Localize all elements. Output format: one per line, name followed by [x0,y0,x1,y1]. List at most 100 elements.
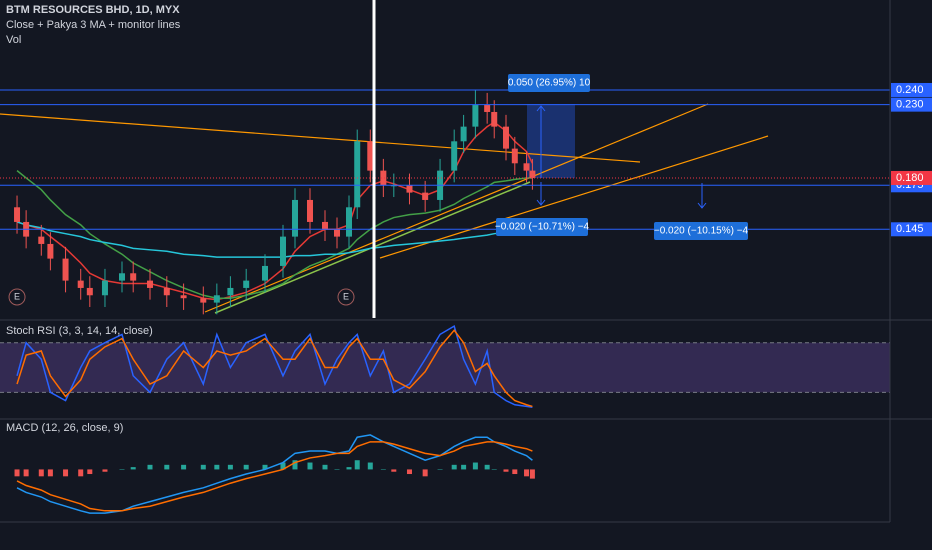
candle-body [213,295,220,303]
histogram-bar [367,462,373,470]
chart-title: BTM RESOURCES BHD, 1D, MYX [6,4,180,16]
histogram-bar [63,469,69,477]
candle-body [334,229,340,237]
candle-body [262,265,268,281]
candle-body [101,280,108,296]
candle-body [163,287,170,296]
candle-body [243,280,250,288]
candle-body [346,207,352,237]
histogram-bar [130,467,136,470]
candle-body [406,185,413,193]
histogram-bar [391,469,397,472]
candle-body [77,280,84,288]
line-series [16,221,533,258]
candle-body [292,199,298,237]
histogram-bar [406,469,412,475]
measure-arrow [536,182,546,206]
histogram-bar [307,462,313,470]
indicator-label: Stoch RSI (3, 3, 14, 14, close) [6,325,153,337]
histogram-bar [200,464,206,470]
candle-body [472,104,479,127]
histogram-bar [322,464,328,470]
candle-body [491,111,498,127]
histogram-bar [243,464,249,470]
histogram-bar [147,464,153,470]
histogram-bar [524,469,530,477]
candle-body [280,236,286,266]
histogram-bar [491,469,497,470]
indicator-label: Vol [6,34,21,46]
event-label: E [343,291,349,301]
event-marker [337,288,355,306]
price-label-box [891,97,932,112]
candle-body [529,170,536,178]
histogram-bar [346,467,352,470]
histogram-bar [461,464,467,470]
histogram-bar [422,469,428,477]
histogram-bar [484,464,490,470]
candle-body [511,148,518,164]
histogram-bar [451,464,457,470]
candle-body [503,126,509,149]
annotation-box [496,218,588,236]
line-series [16,329,533,408]
candle-body [180,295,187,299]
histogram-bar [14,469,20,477]
candle-body [38,236,45,244]
trend-line [0,113,641,163]
candle-body [86,287,93,296]
histogram-bar [334,469,340,470]
histogram-bar [119,469,125,470]
line-series [16,121,534,301]
histogram-bar [23,469,29,477]
price-label: 0.230 [896,99,924,111]
price-label-box [891,222,932,237]
histogram-bar [472,462,478,470]
histogram-bar [47,469,53,477]
measure-arrow [536,105,546,178]
histogram-bar [164,464,170,470]
line-series [16,434,533,514]
candle-body [147,280,153,288]
annotation-box [654,222,748,240]
line-series [16,170,533,299]
measure-arrow [697,183,707,209]
price-label: 0.145 [896,223,924,235]
candle-body [62,258,69,281]
histogram-bar [529,469,535,479]
histogram-bar [380,469,386,470]
measure-box [527,104,575,178]
histogram-bar [78,469,84,477]
candle-body [14,207,21,222]
histogram-bar [437,469,443,470]
indicator-label: Close + Pakya 3 MA + monitor lines [6,19,181,31]
histogram-bar [354,460,360,470]
candle-body [523,163,530,171]
annotation-box [508,74,590,92]
price-label: 0.180 [896,172,924,184]
price-label-box [891,170,932,185]
candle-body [380,170,387,186]
candle-body [130,273,137,281]
candle-body [422,192,429,200]
histogram-bar [214,464,220,470]
histogram-bar [280,462,286,470]
candle-body [484,104,491,112]
event-label: E [14,291,20,301]
histogram-bar [38,469,44,477]
histogram-bar [181,464,187,470]
annotation: 0.050 (26.95%) 10 [508,78,591,89]
price-label: 0.240 [896,84,924,96]
candle-body [47,243,54,259]
price-label-box [891,82,932,97]
annotation: −0.020 (−10.71%) −4 [495,222,590,233]
histogram-bar [227,464,233,470]
candle-body [451,141,458,171]
histogram-bar [292,460,298,470]
candle-body [460,126,467,142]
annotation: −0.020 (−10.15%) −4 [654,226,749,237]
histogram-bar [87,469,93,475]
